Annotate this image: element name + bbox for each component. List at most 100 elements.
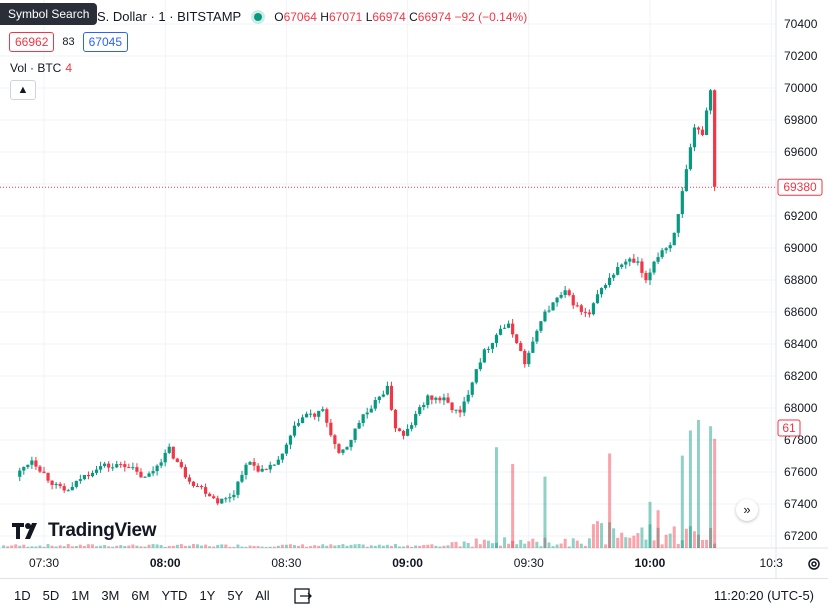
timezone-clock[interactable]: 11:20:20 (UTC-5)	[713, 588, 814, 603]
range-button-1y[interactable]: 1Y	[199, 588, 216, 603]
volume-bar	[151, 544, 155, 548]
candle-series[interactable]	[18, 88, 717, 506]
volume-bar	[78, 544, 82, 548]
volume-bar	[684, 528, 688, 548]
volume-bar	[171, 545, 175, 548]
candle-body	[389, 385, 394, 410]
range-button-5y[interactable]: 5Y	[227, 588, 244, 603]
candle-body	[450, 402, 454, 411]
gear-icon[interactable]	[806, 556, 822, 572]
tradingview-logo[interactable]: TradingView	[12, 520, 157, 542]
collapse-legend-button[interactable]: ▲	[10, 80, 36, 100]
volume-bar	[571, 538, 575, 548]
volume-bar	[579, 543, 583, 548]
symbol-title[interactable]: U.S. Dollar · 1 · BITSTAMP	[84, 9, 242, 24]
range-button-5d[interactable]: 5D	[42, 588, 60, 603]
candle-body	[458, 409, 462, 413]
volume-bar	[34, 546, 38, 548]
range-button-6m[interactable]: 6M	[131, 588, 150, 603]
series-legend[interactable]: U.S. Dollar · 1 · BITSTAMP O67064 H67071…	[84, 9, 527, 24]
volume-bar	[575, 540, 579, 548]
chart-area[interactable]: 7040070200700006980069600694006920069000…	[0, 0, 828, 578]
price-tick-label: 68400	[784, 337, 818, 351]
candle-body	[462, 401, 466, 413]
candle-body	[208, 493, 212, 497]
volume-bar	[337, 544, 341, 548]
time-tick-label: 07:30	[29, 556, 59, 570]
candle-body	[680, 191, 684, 215]
range-button-ytd[interactable]: YTD	[161, 588, 188, 603]
volume-legend[interactable]: Vol · BTC 4	[10, 61, 72, 75]
volume-bar	[42, 546, 46, 548]
volume-bar	[103, 545, 107, 548]
candle-body	[466, 394, 470, 402]
volume-bar	[668, 533, 672, 548]
time-axis[interactable]: 07:30 08:00 08:30 09:00 09:30 10:00 10:3	[29, 556, 783, 570]
volume-bar	[632, 535, 636, 548]
volume-bar	[107, 546, 111, 548]
last-price-label: 69380	[783, 180, 817, 194]
volume-bar	[543, 537, 547, 548]
candle-body	[329, 422, 333, 436]
volume-bar	[426, 544, 430, 548]
volume-bar	[709, 527, 713, 548]
candle-body	[486, 348, 490, 350]
candle-body	[664, 248, 668, 251]
candle-body	[442, 397, 446, 401]
volume-bar	[256, 546, 260, 548]
range-button-1m[interactable]: 1M	[71, 588, 90, 603]
range-selector: 1D 5D 1M 3M 6M YTD 1Y 5Y All	[8, 588, 276, 603]
volume-bar	[709, 426, 713, 548]
ask-price[interactable]: 67045	[82, 32, 128, 52]
candle-body	[551, 302, 555, 311]
volume-bar	[527, 541, 531, 548]
candle-body	[684, 169, 688, 192]
volume-bar	[212, 546, 216, 548]
range-button-1d[interactable]: 1D	[14, 588, 31, 603]
volume-bar	[474, 538, 478, 548]
volume-bar	[191, 544, 195, 548]
range-button-3m[interactable]: 3M	[101, 588, 120, 603]
grid-lines	[0, 0, 776, 548]
candle-body	[381, 394, 385, 397]
candle-body	[151, 471, 155, 474]
volume-bar	[503, 537, 507, 548]
compare-icon[interactable]	[292, 585, 314, 607]
volume-bar	[583, 545, 587, 548]
volume-bar	[656, 527, 660, 548]
price-axis[interactable]: 7040070200700006980069600694006920069000…	[784, 17, 818, 543]
candle-body	[107, 463, 111, 468]
chevron-up-icon: ▲	[17, 84, 29, 96]
candle-body	[163, 452, 167, 463]
range-button-all[interactable]: All	[255, 588, 270, 603]
candle-body	[523, 350, 527, 365]
candle-body	[543, 311, 547, 322]
candle-body	[78, 479, 82, 481]
candle-body	[248, 462, 252, 465]
candle-body	[167, 446, 171, 453]
volume-bar	[466, 542, 470, 548]
volume-bar	[147, 544, 151, 548]
volume-bar	[369, 545, 373, 548]
scroll-to-realtime-button[interactable]: »	[736, 499, 758, 521]
candle-body	[660, 250, 664, 258]
volume-bar	[660, 544, 664, 548]
candle-body	[369, 408, 373, 413]
candle-body	[337, 444, 341, 453]
volume-bar	[600, 523, 604, 548]
candle-body	[171, 446, 175, 459]
candle-body	[317, 410, 321, 417]
price-chart[interactable]: 7040070200700006980069600694006920069000…	[0, 0, 828, 578]
volume-bar	[713, 543, 717, 548]
candle-body	[502, 327, 507, 329]
volume-bar	[499, 545, 503, 548]
volume-bar	[111, 546, 115, 548]
volume-bar	[240, 546, 244, 548]
candle-body	[713, 90, 717, 187]
candle-body	[272, 464, 276, 466]
bid-price[interactable]: 66962	[9, 32, 55, 52]
volume-bar	[208, 546, 212, 548]
price-tick-label: 69200	[784, 209, 818, 223]
volume-bar	[276, 545, 280, 548]
candle-body	[365, 412, 369, 415]
